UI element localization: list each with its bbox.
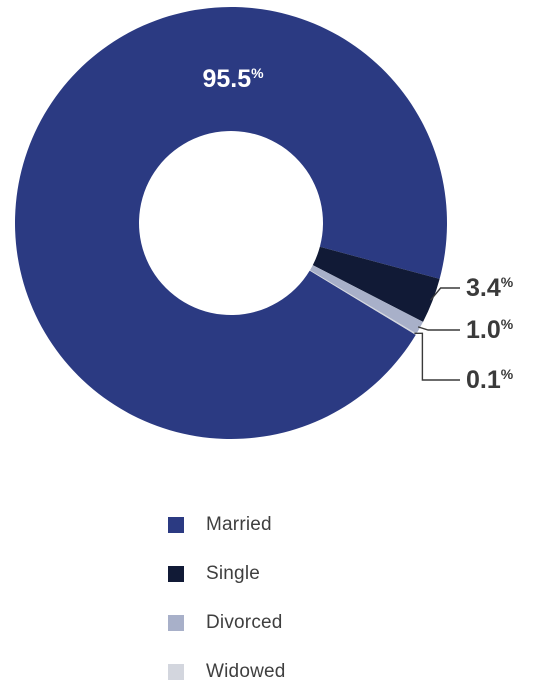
data-label-widowed: 0.1%	[466, 366, 514, 394]
leader-line-divorced	[417, 326, 460, 331]
slice-divorced	[309, 265, 424, 334]
legend: Married Single Divorced Widowed	[168, 500, 408, 696]
slice-married	[15, 6, 448, 439]
legend-item-divorced: Divorced	[168, 598, 408, 647]
legend-swatch-single	[168, 565, 184, 582]
leader-lines	[414, 287, 460, 381]
legend-label-widowed: Widowed	[206, 660, 286, 682]
legend-item-single: Single	[168, 549, 408, 598]
data-label-married: 95.5%	[202, 65, 264, 93]
legend-item-married: Married	[168, 500, 408, 549]
legend-swatch-married	[168, 516, 184, 533]
donut-chart: 95.5% 3.4% 1.0% 0.1%	[15, 6, 514, 439]
legend-label-married: Married	[206, 513, 272, 535]
chart-svg: 95.5% 3.4% 1.0% 0.1%	[15, 6, 514, 439]
donut-slices	[15, 6, 448, 439]
legend-item-widowed: Widowed	[168, 647, 408, 696]
leader-line-widowed	[414, 332, 460, 381]
slice-single	[312, 246, 440, 322]
legend-swatch-divorced	[168, 614, 184, 631]
legend-swatch-widowed	[168, 663, 184, 680]
data-label-divorced: 1.0%	[466, 316, 514, 344]
data-label-single: 3.4%	[466, 274, 514, 302]
leader-line-single	[430, 287, 460, 301]
data-labels: 95.5% 3.4% 1.0% 0.1%	[202, 65, 513, 394]
legend-label-single: Single	[206, 562, 261, 584]
slice-widowed	[309, 270, 417, 335]
legend-label-divorced: Divorced	[206, 611, 283, 633]
